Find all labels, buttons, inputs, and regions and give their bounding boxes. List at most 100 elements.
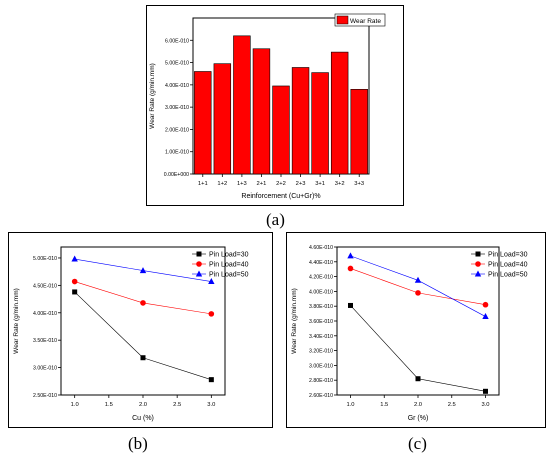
x-axis-label: Gr (%)	[408, 415, 429, 422]
legend-label: Pin Load=40	[209, 262, 249, 269]
y-tick-label: 1.00E-010	[165, 150, 189, 156]
data-point	[415, 376, 421, 382]
legend-swatch	[336, 15, 349, 25]
x-tick-label: 1.5	[380, 402, 388, 408]
bar	[330, 51, 349, 175]
x-tick-label: 2.0	[139, 402, 147, 408]
panel-label-b: (b)	[128, 434, 148, 453]
x-axis-label: Reinforcement (Cu+Gr)%	[241, 193, 320, 200]
data-point	[208, 377, 214, 383]
data-point	[208, 278, 215, 285]
legend-label: Wear Rate	[350, 18, 381, 25]
x-tick-label: 3+3	[354, 181, 364, 187]
chart-panel-a: 0.00E+000 1.00E-010 2.00E-010 3.00E-010 4.00…	[146, 5, 404, 206]
y-tick-label: 5.00E-010	[33, 256, 57, 262]
x-tick-label: 2.5	[173, 402, 181, 408]
line-chart-b: 2.50E-010 3.00E-010 3.50E-010 4.00E-010 4.50…	[13, 246, 249, 422]
x-tick-label: 2+1	[257, 181, 267, 187]
x-tick-label: 3.0	[481, 402, 489, 408]
x-tick-label: 1+2	[217, 181, 227, 187]
y-tick-label: 2.00E-010	[165, 127, 189, 133]
data-point	[140, 355, 146, 361]
data-point	[347, 265, 354, 272]
bar	[213, 63, 232, 175]
y-tick-label: 0.00E+000	[164, 172, 189, 178]
x-tick-label: 1+3	[237, 181, 247, 187]
x-tick-label: 3+2	[335, 181, 345, 187]
y-tick-label: 3.50E-010	[33, 338, 57, 344]
y-tick-label: 3.00E-010	[309, 363, 333, 369]
series-line	[350, 268, 486, 306]
panel-label-a: (a)	[266, 210, 285, 229]
legend-marker	[475, 251, 481, 257]
data-point	[414, 276, 422, 283]
bar	[350, 89, 368, 175]
y-tick-label: 4.40E-010	[309, 260, 333, 266]
bar	[194, 71, 212, 175]
series-line	[350, 255, 486, 317]
bar-chart-a: 0.00E+000 1.00E-010 2.00E-010 3.00E-010 4.00…	[149, 13, 386, 200]
x-tick-label: 3.0	[207, 402, 215, 408]
data-point	[140, 300, 146, 306]
line-chart-c: 2.60E-010 2.80E-010 3.00E-010 3.20E-010 3.40…	[291, 245, 528, 422]
y-tick-label: 3.20E-010	[309, 349, 333, 355]
y-tick-label: 2.80E-010	[309, 378, 333, 384]
legend-label: Pin Load=50	[209, 272, 249, 279]
chart-panel-b: 2.50E-010 3.00E-010 3.50E-010 4.00E-010 4.50…	[8, 232, 273, 428]
panel-label-c: (c)	[408, 434, 427, 453]
x-tick-label: 2+2	[276, 181, 286, 187]
y-tick-label: 3.60E-010	[309, 319, 333, 325]
y-tick-label: 5.00E-010	[165, 61, 189, 67]
x-tick-label: 1+1	[198, 181, 208, 187]
x-tick-label: 1.0	[346, 402, 354, 408]
x-tick-label: 1.5	[105, 402, 113, 408]
y-tick-label: 4.00E-010	[309, 289, 333, 295]
data-point	[347, 252, 354, 259]
data-point	[482, 301, 489, 308]
legend-marker	[196, 261, 202, 267]
y-axis-label: Wear Rate (g/min.mm)	[149, 63, 156, 129]
y-tick-label: 4.00E-010	[165, 83, 189, 89]
y-tick-label: 2.50E-010	[33, 393, 57, 399]
x-tick-label: 1.0	[71, 402, 79, 408]
data-point	[139, 267, 147, 274]
data-point	[415, 290, 421, 296]
y-tick-label: 3.00E-010	[33, 366, 57, 372]
legend-marker	[475, 261, 481, 267]
y-tick-label: 3.40E-010	[309, 334, 333, 340]
y-tick-label: 2.60E-010	[309, 393, 333, 399]
y-axis-label: Wear Rate (g/min.mm)	[291, 288, 298, 354]
data-point	[71, 255, 78, 262]
y-tick-label: 4.00E-010	[33, 311, 57, 317]
y-tick-label: 3.00E-010	[165, 105, 189, 111]
y-tick-label: 6.00E-010	[165, 38, 189, 44]
data-point	[71, 278, 78, 285]
x-tick-label: 2+3	[296, 181, 306, 187]
y-tick-label: 4.20E-010	[309, 275, 333, 281]
data-point	[482, 313, 489, 320]
bar	[272, 85, 290, 175]
legend-marker	[474, 270, 482, 277]
y-tick-label: 4.60E-010	[309, 245, 333, 251]
bar	[252, 48, 271, 175]
legend-label: Pin Load=40	[488, 262, 528, 269]
y-axis-label: Wear Rate (g/min.mm)	[13, 288, 20, 354]
series-line	[74, 281, 212, 315]
data-point	[483, 388, 488, 394]
legend-label: Pin Load=30	[209, 252, 249, 259]
legend-marker	[195, 270, 203, 277]
legend-label: Pin Load=50	[488, 272, 528, 279]
y-tick-label: 4.50E-010	[33, 283, 57, 289]
x-tick-label: 2.5	[448, 402, 456, 408]
legend-label: Pin Load=30	[488, 252, 528, 259]
x-tick-label: 3+1	[315, 181, 325, 187]
legend-marker	[196, 251, 202, 257]
bar	[291, 67, 310, 175]
data-point	[72, 289, 78, 295]
data-point	[208, 311, 215, 317]
data-point	[348, 302, 353, 308]
x-axis-label: Cu (%)	[132, 415, 154, 422]
y-tick-label: 3.80E-010	[309, 304, 333, 310]
chart-panel-c: 2.60E-010 2.80E-010 3.00E-010 3.20E-010 3.40…	[286, 232, 546, 428]
plot-frame	[336, 246, 500, 396]
